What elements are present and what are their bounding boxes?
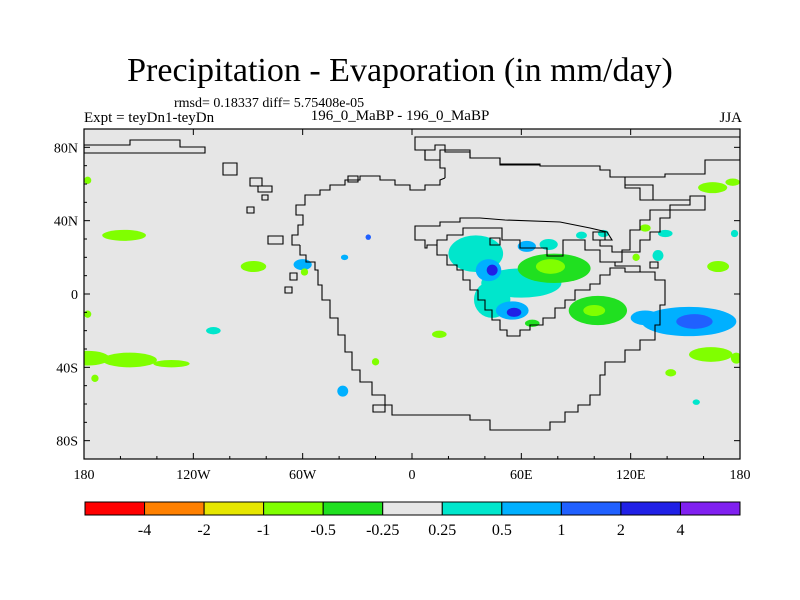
colorbar-swatch [620,501,681,516]
x-tick-label: 60E [510,468,533,483]
anomaly-blob-0 [102,229,146,241]
island-11 [489,237,501,246]
island-4 [261,194,269,201]
anomaly-blob-21 [506,307,522,317]
island-10 [372,404,386,413]
coastline-laurentia-south [291,175,446,246]
anomaly-blob-5 [84,176,92,184]
anomaly-blob-34 [652,250,664,261]
colorbar-swatch [263,501,324,516]
coastline-north-arctic [84,139,206,154]
stats-text: rmsd= 0.18337 diff= 5.75408e-05 [174,96,365,111]
island-3 [257,185,273,193]
anomaly-blob-39 [698,182,728,194]
anomaly-blob-11 [340,254,349,261]
map-background [84,129,740,459]
anomaly-blob-40 [725,178,740,186]
anomaly-blob-33 [630,310,660,326]
anomaly-blob-10 [300,268,309,276]
colorbar-swatch [382,501,443,516]
colorbar-label: -1 [257,522,270,539]
anomaly-blob-22 [517,240,536,252]
colorbar-label: -2 [197,522,210,539]
anomaly-blob-12 [365,234,371,240]
colorbar-swatch [501,501,562,516]
anomaly-blob-19 [486,264,498,276]
coastline-gondwana-south [299,245,666,431]
anomaly-blob-23 [539,239,558,250]
x-tick-label: 60W [289,468,317,483]
colorbar-swatch [144,501,205,516]
colorbar: -4 -2 -1 -0.5 -0.25 0.25 0.5 1 2 4 [84,501,741,539]
x-tick-label: 120E [616,468,646,483]
y-axis: 80N 40N 0 40S 80S [54,141,740,450]
anomaly-blob-44 [692,399,700,405]
y-tick-label: 40S [56,361,78,376]
coastline-laurasia-east [414,136,740,263]
y-tick-label: 0 [71,288,78,303]
coastline-tethys-south [436,245,640,337]
anomaly-blob-41 [688,347,733,362]
anomaly-blob-26 [535,259,566,274]
y-tick-label: 80S [56,435,78,450]
anomaly-blob-7 [240,261,267,272]
anomaly-blob-24 [576,231,587,239]
colorbar-swatch [679,501,741,516]
plot-title: Precipitation - Evaporation (in mm/day) [127,52,673,89]
anomaly-blob-37 [658,229,673,238]
anomaly-field [84,176,740,405]
x-tick-label: 180 [730,468,751,483]
island-8 [284,286,293,294]
island-9 [347,175,359,183]
anomaly-blob-2 [102,352,157,368]
colorbar-label: -0.5 [311,522,336,539]
anomaly-blob-32 [676,314,713,329]
island-5 [246,206,255,214]
anomaly-blob-3 [153,360,190,368]
period-label: 196_0_MaBP - 196_0_MaBP [310,108,490,124]
colorbar-swatch [560,501,622,516]
experiment-label: Expt = teyDn1-teyDn [84,110,215,126]
anomaly-blob-35 [632,253,640,261]
coastline-arctic-gulf [424,144,540,178]
colorbar-label: 0.25 [428,522,456,539]
island-7 [289,272,298,281]
y-tick-label: 40N [54,215,78,230]
colorbar-label: 2 [617,522,625,539]
colorbar-label: -0.25 [366,522,399,539]
anomaly-blob-14 [371,358,380,366]
x-tick-label: 180 [74,468,95,483]
island-1 [222,162,238,176]
x-tick-label: 0 [409,468,416,483]
anomaly-blob-42 [730,352,740,364]
colorbar-swatch [203,501,265,516]
island-12 [649,261,659,269]
anomaly-blob-13 [337,385,349,397]
island-6 [267,235,284,245]
colorbar-label: 0.5 [492,522,512,539]
season-label: JJA [719,110,742,126]
colorbar-label: -4 [138,522,151,539]
anomaly-blob-45 [730,229,739,238]
anomaly-blob-43 [665,369,677,377]
anomaly-blob-38 [707,261,730,272]
anomaly-blob-4 [91,374,99,383]
x-axis: 180 120W 60W 0 60E 120E 180 [74,129,751,483]
anomaly-blob-30 [432,330,447,339]
coastline [84,136,740,431]
anomaly-blob-8 [206,327,221,335]
colorbar-label: 4 [676,522,684,539]
colorbar-swatch [441,501,503,516]
anomaly-blob-28 [583,305,606,316]
anomaly-blob-6 [84,310,92,318]
anomaly-blob-36 [639,224,651,232]
island-13 [592,231,606,241]
y-tick-label: 80N [54,141,78,156]
colorbar-swatch [84,501,146,516]
colorbar-label: 1 [557,522,565,539]
colorbar-swatch [322,501,384,516]
x-tick-label: 120W [176,468,211,483]
